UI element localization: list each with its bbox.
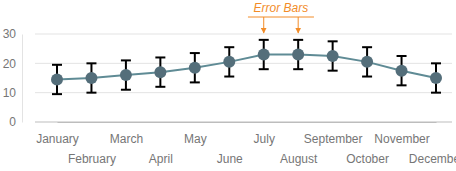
x-tick-label: September: [304, 132, 363, 146]
markers: [51, 49, 442, 86]
x-tick-label: June: [217, 152, 243, 166]
error-bar-cap: [328, 40, 338, 42]
marker: [120, 69, 132, 81]
error-bar: [259, 40, 269, 69]
x-tick: August: [280, 152, 318, 166]
error-bar-cap: [52, 93, 62, 95]
x-tick: October: [346, 152, 389, 166]
error-bar: [224, 47, 234, 76]
x-tick: July: [254, 132, 275, 146]
y-tick-label: 30: [3, 27, 17, 41]
grid-line: [35, 92, 452, 93]
marker: [396, 65, 408, 77]
error-bars: [52, 40, 441, 94]
marker: [85, 72, 97, 84]
grid-line: [35, 34, 452, 35]
error-bar-cap: [86, 92, 96, 94]
error-bar-cap: [224, 76, 234, 78]
error-bar: [362, 47, 372, 76]
error-bar-cap: [362, 46, 372, 48]
error-bar-cap: [431, 62, 441, 64]
y-tick-label: 0: [9, 115, 16, 129]
x-axis-line: [58, 122, 437, 123]
error-bar: [190, 53, 200, 82]
error-bar: [328, 41, 338, 70]
annotation-underline: [248, 17, 314, 18]
x-tick: January: [36, 132, 79, 146]
y-tick: 10: [3, 86, 22, 100]
x-tick-label: January: [36, 132, 79, 146]
y-axis-line: [22, 35, 23, 123]
error-bar-cap: [259, 39, 269, 41]
plot-area: [51, 40, 442, 94]
error-bar-cap: [86, 62, 96, 64]
x-tick: February: [68, 152, 116, 166]
x-tick-label: October: [346, 152, 389, 166]
annotation-text: Error Bars: [254, 1, 309, 15]
line: [57, 55, 436, 80]
x-axis: January February March April May June July Augu…: [36, 123, 456, 166]
marker: [189, 62, 201, 74]
x-tick: May: [184, 132, 207, 146]
x-tick-label: April: [149, 152, 173, 166]
error-bar: [431, 63, 441, 92]
x-tick-label: August: [280, 152, 318, 166]
x-tick: November: [374, 132, 429, 146]
error-bar-cap: [293, 39, 303, 41]
x-tick-label: July: [254, 132, 275, 146]
error-bar: [52, 65, 62, 94]
y-tick: 20: [3, 57, 22, 71]
x-tick: March: [110, 132, 143, 146]
error-bar-cap: [121, 89, 131, 91]
y-tick-label: 10: [3, 86, 17, 100]
grid-line: [35, 122, 452, 123]
annotation-arrow: [263, 17, 264, 33]
marker: [154, 66, 166, 78]
x-tick-label: March: [110, 132, 143, 146]
y-tick: 0: [9, 115, 22, 129]
error-bar: [86, 63, 96, 92]
y-axis: 0 10 20 30: [3, 27, 23, 129]
error-bar-cap: [293, 68, 303, 70]
error-bar-cap: [397, 84, 407, 86]
error-bar-cap: [155, 86, 165, 88]
marker: [430, 72, 442, 84]
error-bar-cap: [224, 46, 234, 48]
marker: [258, 49, 270, 61]
error-bar-cap: [431, 92, 441, 94]
error-bar-cap: [397, 55, 407, 57]
marker: [361, 56, 373, 68]
error-bar-cap: [190, 52, 200, 54]
annotation-arrow: [298, 17, 299, 33]
grid: [35, 34, 452, 122]
error-bar-cap: [259, 68, 269, 70]
x-tick-label: December: [409, 152, 456, 166]
annotation: Error Bars: [248, 1, 314, 33]
error-bar-cap: [121, 59, 131, 61]
grid-line: [35, 63, 452, 64]
error-bar-cap: [190, 81, 200, 83]
chart: 0102030JanuaryFebruaryMarchAprilMayJuneJ…: [0, 0, 456, 171]
marker: [223, 56, 235, 68]
error-bar: [155, 57, 165, 86]
error-bar-cap: [328, 70, 338, 72]
x-tick: September: [304, 132, 363, 146]
x-tick: December: [409, 152, 456, 166]
y-tick-label: 20: [3, 57, 17, 71]
x-tick: June: [217, 152, 243, 166]
x-tick-label: November: [374, 132, 429, 146]
marker: [51, 73, 63, 85]
y-tick: 30: [3, 27, 22, 41]
marker: [292, 49, 304, 61]
x-tick: April: [149, 152, 173, 166]
x-tick-label: February: [68, 152, 116, 166]
x-tick-label: May: [184, 132, 207, 146]
error-bar-cap: [155, 56, 165, 58]
error-bar-cap: [362, 76, 372, 78]
error-bar: [397, 56, 407, 85]
error-bar-cap: [52, 64, 62, 66]
marker: [327, 50, 339, 62]
error-bar: [293, 40, 303, 69]
error-bar: [121, 60, 131, 89]
